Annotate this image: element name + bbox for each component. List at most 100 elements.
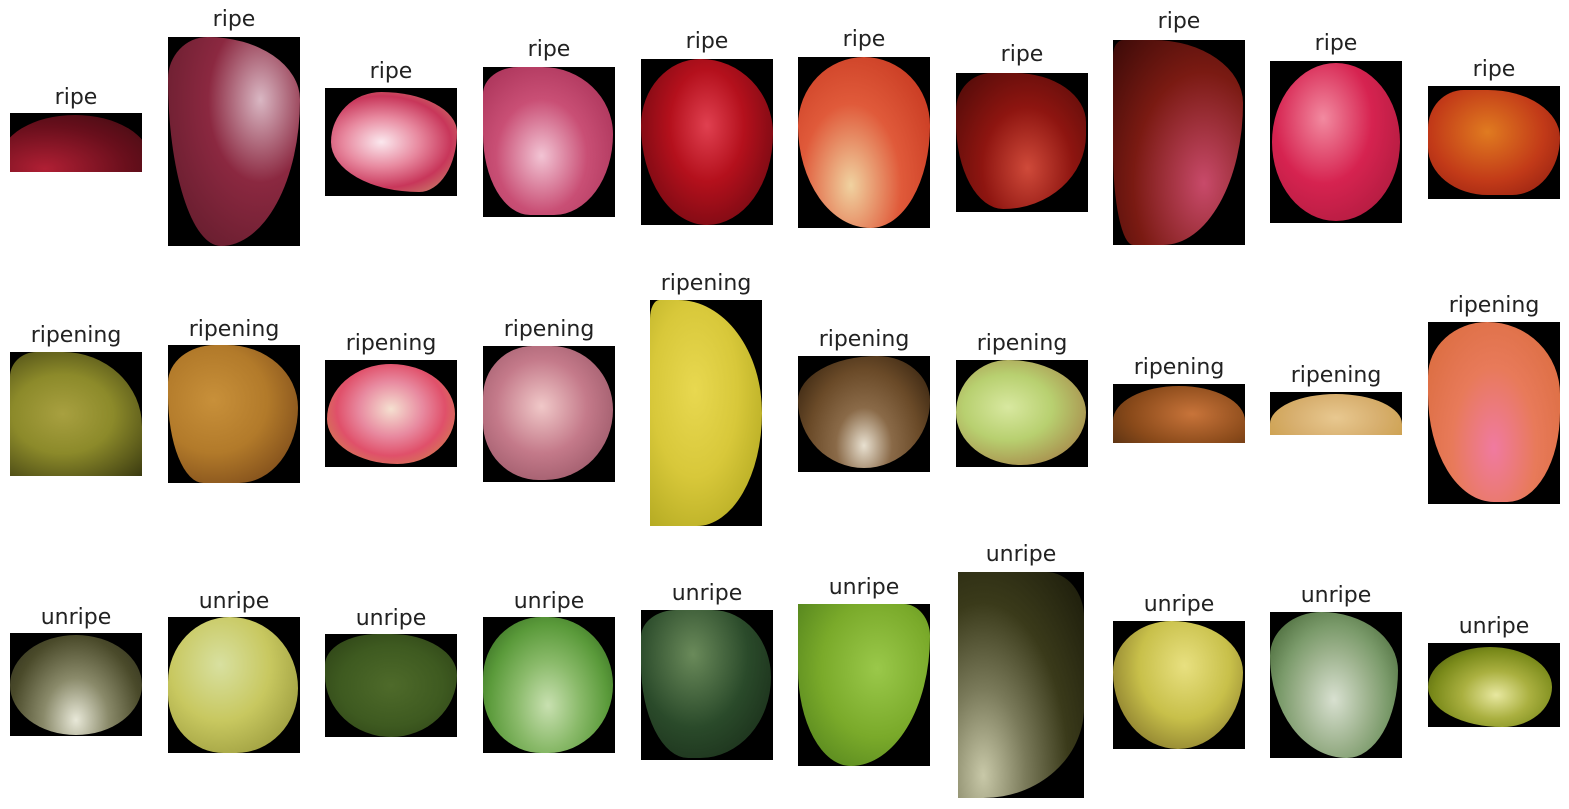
class-label: ripe: [1314, 31, 1358, 56]
fruit-image: [1113, 621, 1243, 749]
fruit-thumbnail: [1428, 322, 1560, 504]
fruit-thumbnail: [10, 633, 142, 736]
grid-cell: ripe: [10, 86, 142, 172]
grid-cell: unripe: [1428, 615, 1560, 727]
grid-cell: ripening: [168, 318, 300, 483]
grid-cell: ripe: [168, 8, 300, 246]
fruit-image: [168, 617, 298, 753]
grid-cell: unripe: [1270, 584, 1402, 758]
class-label: unripe: [198, 589, 270, 614]
fruit-image: [1113, 386, 1245, 443]
fruit-image: [650, 300, 762, 526]
fruit-thumbnail: [10, 352, 142, 476]
fruit-thumbnail: [168, 345, 300, 483]
grid-cell: ripe: [798, 28, 930, 228]
class-label: unripe: [985, 542, 1057, 567]
grid-cell: ripening: [798, 328, 930, 472]
grid-cell: ripening: [10, 324, 142, 476]
fruit-thumbnail: [956, 73, 1088, 212]
fruit-image: [483, 617, 613, 753]
grid-cell: unripe: [798, 576, 930, 766]
fruit-thumbnail: [1113, 384, 1245, 443]
grid-cell: unripe: [10, 606, 142, 736]
fruit-thumbnail: [325, 360, 457, 467]
grid-cell: unripe: [325, 607, 457, 737]
class-label: ripening: [345, 331, 437, 356]
grid-cell: unripe: [168, 590, 300, 753]
class-label: ripe: [1000, 42, 1044, 67]
class-label: unripe: [1300, 583, 1372, 608]
fruit-image: [1428, 90, 1560, 195]
fruit-image: [641, 59, 773, 225]
fruit-image: [483, 67, 613, 215]
fruit-thumbnail: [325, 634, 457, 737]
fruit-thumbnail: [956, 360, 1088, 467]
class-label: ripe: [212, 7, 256, 32]
class-label: unripe: [1458, 614, 1530, 639]
fruit-thumbnail: [650, 300, 762, 526]
fruit-image: [798, 57, 930, 228]
class-label: ripening: [976, 331, 1068, 356]
fruit-thumbnail: [168, 617, 300, 753]
class-label: ripening: [818, 327, 910, 352]
fruit-thumbnail: [10, 113, 142, 172]
fruit-thumbnail: [1113, 40, 1245, 245]
fruit-thumbnail: [483, 617, 615, 753]
fruit-image: [325, 634, 457, 737]
class-label: unripe: [355, 606, 427, 631]
class-label: ripe: [1472, 57, 1516, 82]
class-label: ripe: [527, 37, 571, 62]
class-label: ripening: [1133, 355, 1225, 380]
class-label: ripening: [1290, 363, 1382, 388]
fruit-image: [10, 352, 142, 476]
fruit-image: [1272, 63, 1400, 221]
class-label: ripe: [54, 85, 98, 110]
fruit-image: [1270, 394, 1402, 435]
class-label: ripening: [188, 317, 280, 342]
class-label: unripe: [828, 575, 900, 600]
class-label: ripe: [842, 27, 886, 52]
grid-cell: ripening: [650, 272, 762, 526]
grid-cell: ripening: [956, 332, 1088, 467]
class-label: ripe: [685, 29, 729, 54]
grid-cell: unripe: [958, 543, 1084, 798]
fruit-thumbnail: [798, 604, 930, 766]
grid-cell: ripening: [1270, 364, 1402, 435]
grid-cell: ripe: [325, 60, 457, 196]
fruit-image: [641, 610, 771, 758]
class-label: unripe: [1143, 592, 1215, 617]
fruit-image: [956, 360, 1086, 465]
grid-cell: ripe: [1270, 32, 1402, 223]
fruit-thumbnail: [641, 59, 773, 225]
fruit-thumbnail: [1270, 392, 1402, 435]
fruit-thumbnail: [325, 88, 457, 196]
grid-cell: ripe: [1113, 10, 1245, 245]
class-label: unripe: [671, 581, 743, 606]
fruit-image: [10, 635, 142, 735]
class-label: ripening: [503, 317, 595, 342]
grid-cell: ripening: [483, 318, 615, 482]
class-label: ripening: [1448, 293, 1540, 318]
fruit-thumbnail: [798, 57, 930, 228]
class-label: ripening: [30, 323, 122, 348]
fruit-image: [1113, 40, 1243, 245]
class-label: unripe: [513, 589, 585, 614]
fruit-thumbnail: [168, 37, 300, 246]
fruit-image: [331, 92, 457, 192]
fruit-image: [168, 37, 300, 246]
fruit-image: [958, 572, 1084, 798]
grid-cell: ripe: [1428, 58, 1560, 199]
class-label: ripening: [660, 271, 752, 296]
fruit-image: [1428, 647, 1552, 727]
fruit-image: [10, 115, 142, 172]
fruit-thumbnail: [958, 572, 1084, 798]
fruit-image: [327, 364, 455, 464]
grid-cell: ripening: [1113, 356, 1245, 443]
class-label: ripe: [1157, 9, 1201, 34]
fruit-thumbnail: [1428, 86, 1560, 199]
fruit-thumbnail: [798, 356, 930, 472]
fruit-thumbnail: [1270, 61, 1402, 223]
grid-cell: ripe: [641, 30, 773, 225]
fruit-thumbnail: [1428, 643, 1560, 727]
